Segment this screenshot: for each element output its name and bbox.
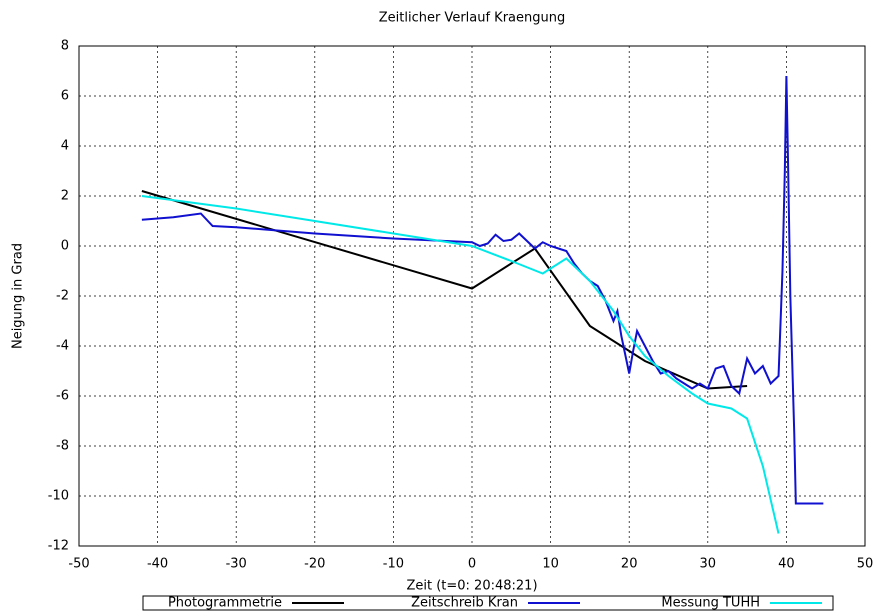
y-tick-label: 4	[61, 139, 69, 154]
x-tick-label: -50	[68, 557, 89, 572]
x-tick-label: -30	[226, 557, 247, 572]
x-tick-label: 40	[778, 557, 795, 572]
x-tick-label: 50	[857, 557, 874, 572]
legend-label: Zeitschreib Kran	[411, 596, 518, 611]
x-tick-label: -20	[304, 557, 325, 572]
y-tick-label: -4	[56, 339, 69, 354]
y-tick-label: -12	[48, 539, 69, 554]
line-series	[141, 75, 824, 505]
y-tick-label: 8	[61, 39, 69, 54]
y-tick-label: -8	[56, 439, 69, 454]
y-tick-label: 2	[61, 189, 69, 204]
x-tick-label: -10	[383, 557, 404, 572]
x-tick-label: 0	[468, 557, 476, 572]
legend-box	[142, 595, 834, 611]
y-tick-label: -10	[48, 489, 69, 504]
x-tick-label: 20	[621, 557, 638, 572]
x-axis-label: Zeit (t=0: 20:48:21)	[406, 579, 537, 594]
legend-label: Photogrammetrie	[168, 596, 282, 611]
chart-title: Zeitlicher Verlauf Kraengung	[379, 11, 566, 26]
line-series	[141, 190, 748, 390]
y-tick-label: 0	[61, 239, 69, 254]
x-tick-label: -40	[147, 557, 168, 572]
x-tick-label: 30	[700, 557, 717, 572]
plot-frame	[78, 45, 866, 547]
x-tick-label: 10	[542, 557, 559, 572]
y-axis-label: Neigung in Grad	[11, 243, 26, 349]
y-tick-label: 6	[61, 89, 69, 104]
legend-label: Messung TUHH	[661, 596, 760, 611]
y-tick-label: -2	[56, 289, 69, 304]
y-tick-label: -6	[56, 389, 69, 404]
line-series	[141, 195, 780, 534]
